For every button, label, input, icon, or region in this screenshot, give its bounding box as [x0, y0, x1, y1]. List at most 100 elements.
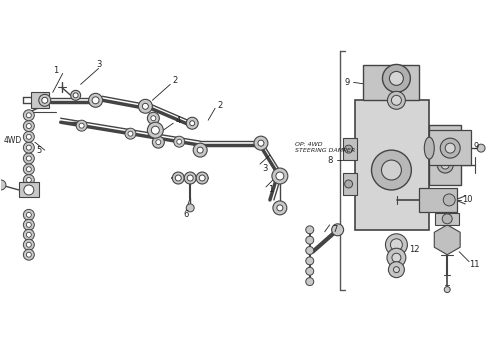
Circle shape: [71, 90, 81, 100]
Circle shape: [389, 262, 404, 278]
Circle shape: [24, 185, 34, 195]
Circle shape: [143, 103, 148, 109]
Polygon shape: [434, 225, 460, 255]
Text: 5: 5: [36, 145, 42, 154]
Circle shape: [172, 172, 184, 184]
Circle shape: [437, 137, 453, 153]
Circle shape: [42, 97, 48, 103]
Ellipse shape: [424, 137, 434, 159]
Text: 7: 7: [332, 225, 337, 234]
Circle shape: [441, 141, 449, 149]
Circle shape: [386, 234, 407, 256]
Circle shape: [187, 175, 193, 181]
Circle shape: [26, 232, 31, 237]
Circle shape: [24, 131, 34, 142]
Bar: [363, 66, 419, 100]
Circle shape: [254, 136, 268, 150]
Circle shape: [156, 140, 161, 145]
Bar: [435, 213, 459, 225]
Circle shape: [332, 224, 343, 236]
Circle shape: [393, 267, 399, 273]
Circle shape: [196, 172, 208, 184]
Circle shape: [344, 145, 353, 153]
Circle shape: [174, 136, 185, 147]
Circle shape: [392, 253, 401, 262]
Circle shape: [26, 123, 31, 129]
Text: 6: 6: [184, 210, 189, 219]
Circle shape: [382, 160, 401, 180]
Circle shape: [387, 248, 406, 267]
Bar: [429, 125, 461, 185]
Bar: [419, 188, 457, 212]
Circle shape: [24, 142, 34, 153]
Circle shape: [147, 122, 163, 138]
Circle shape: [151, 126, 159, 134]
Circle shape: [92, 97, 99, 104]
Bar: [355, 100, 429, 230]
Circle shape: [258, 140, 264, 146]
Circle shape: [73, 93, 78, 98]
Text: OP: 4WD
STEERING DAMPER: OP: 4WD STEERING DAMPER: [295, 142, 355, 153]
Circle shape: [437, 157, 453, 173]
Circle shape: [0, 180, 6, 190]
Text: 3: 3: [96, 60, 101, 69]
Circle shape: [76, 120, 87, 131]
Text: 8: 8: [327, 156, 332, 165]
Bar: [343, 138, 357, 160]
Circle shape: [306, 278, 314, 285]
Circle shape: [383, 64, 410, 92]
Circle shape: [149, 124, 161, 136]
Text: 9: 9: [345, 78, 350, 87]
Circle shape: [186, 204, 194, 212]
Circle shape: [306, 236, 314, 244]
Circle shape: [24, 229, 34, 240]
Bar: [343, 173, 357, 195]
Circle shape: [26, 222, 31, 227]
Circle shape: [445, 143, 455, 153]
Circle shape: [26, 177, 31, 183]
Circle shape: [390, 71, 403, 85]
Circle shape: [24, 121, 34, 131]
Circle shape: [24, 164, 34, 175]
Circle shape: [153, 128, 158, 133]
Circle shape: [26, 113, 31, 118]
Circle shape: [371, 150, 412, 190]
Bar: [429, 130, 471, 165]
Circle shape: [444, 287, 450, 293]
Circle shape: [441, 161, 449, 169]
Text: 11: 11: [469, 260, 479, 269]
Bar: [31, 92, 49, 108]
Circle shape: [24, 239, 34, 250]
Text: 4WD: 4WD: [4, 136, 22, 145]
Circle shape: [26, 134, 31, 139]
Circle shape: [388, 91, 405, 109]
Circle shape: [152, 136, 164, 148]
Circle shape: [197, 147, 203, 153]
Text: 10: 10: [462, 195, 472, 204]
Circle shape: [186, 117, 198, 129]
Circle shape: [477, 144, 485, 152]
Circle shape: [26, 252, 31, 257]
Circle shape: [392, 95, 401, 105]
Circle shape: [177, 139, 182, 144]
Circle shape: [125, 128, 136, 139]
Circle shape: [306, 267, 314, 275]
Circle shape: [272, 168, 288, 184]
Text: 1: 1: [268, 185, 273, 194]
Circle shape: [26, 145, 31, 150]
Circle shape: [277, 205, 283, 211]
Bar: [19, 182, 39, 197]
Circle shape: [440, 138, 460, 158]
Circle shape: [147, 112, 159, 124]
Circle shape: [306, 257, 314, 265]
Circle shape: [128, 131, 133, 136]
Circle shape: [24, 110, 34, 121]
Circle shape: [344, 180, 353, 188]
Circle shape: [184, 172, 196, 184]
Circle shape: [193, 143, 207, 157]
Text: 1: 1: [53, 66, 58, 75]
Circle shape: [442, 214, 452, 224]
Circle shape: [199, 175, 205, 181]
Circle shape: [190, 121, 195, 126]
Circle shape: [24, 210, 34, 220]
